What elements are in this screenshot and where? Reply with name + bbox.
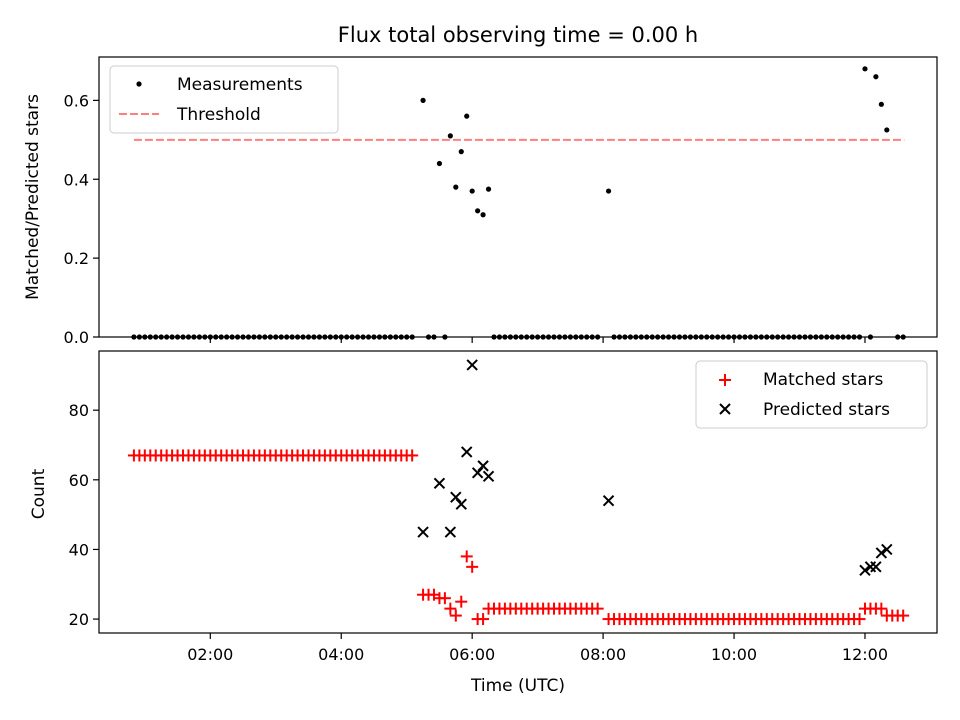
count-x-tick-label: 10:00 xyxy=(711,645,757,664)
predicted-star-point xyxy=(417,526,429,538)
matched-star-points xyxy=(127,449,910,626)
predicted-star-point xyxy=(461,446,473,458)
measurement-point xyxy=(485,186,492,192)
matched-star-point xyxy=(591,602,604,615)
measurement-point xyxy=(469,188,475,194)
predicted-star-point xyxy=(433,477,446,490)
ratio-plot-frame xyxy=(98,56,938,338)
matched-star-point xyxy=(466,560,479,573)
matched-star-point xyxy=(455,595,468,608)
measurement-point xyxy=(862,66,868,72)
measurement-point xyxy=(464,113,470,119)
count-legend: Matched stars Predicted stars xyxy=(695,360,928,429)
count-x-ticks: 02:00 04:00 06:00 08:00 10:00 12:00 xyxy=(187,633,888,664)
measurement-point xyxy=(605,188,612,194)
measurement-point xyxy=(480,212,486,218)
ratio-x-ticks xyxy=(209,337,866,343)
predicted-star-point xyxy=(870,561,882,573)
predicted-star-point xyxy=(875,547,888,559)
predicted-star-point xyxy=(444,526,457,538)
ratio-y-tick-label: 0.6 xyxy=(64,91,89,110)
predicted-star-point xyxy=(477,460,489,472)
count-y-ticks: 20 40 60 80 xyxy=(69,401,99,629)
matched-star-point xyxy=(460,550,473,563)
matched-star-point xyxy=(406,449,419,462)
legend-predicted-marker xyxy=(719,403,731,415)
predicted-star-point xyxy=(455,498,467,510)
measurement-point xyxy=(436,160,443,167)
matched-star-point xyxy=(897,609,910,622)
count-plot-frame xyxy=(98,350,938,634)
measurement-point xyxy=(878,101,884,107)
y-axis-label-count: Count xyxy=(29,468,49,519)
predicted-star-point xyxy=(450,491,462,503)
matched-star-point xyxy=(438,592,451,605)
legend-matched-marker xyxy=(719,374,731,386)
ratio-y-ticks: 0.0 0.2 0.4 0.6 xyxy=(64,91,99,347)
matched-star-point xyxy=(853,613,866,626)
count-y-tick-label: 40 xyxy=(69,540,89,559)
ratio-y-tick-label: 0.4 xyxy=(64,170,89,189)
legend-measurements-marker xyxy=(136,81,142,87)
predicted-star-point xyxy=(859,564,871,577)
measurement-point xyxy=(475,208,481,214)
predicted-star-point xyxy=(482,470,495,483)
chart-title: Flux total observing time = 0.00 h xyxy=(338,23,698,47)
ratio-y-tick-label: 0.0 xyxy=(64,328,89,347)
count-legend-box xyxy=(695,360,928,429)
ratio-y-tick-label: 0.2 xyxy=(64,249,89,268)
predicted-star-point xyxy=(881,543,893,556)
matched-star-point xyxy=(444,602,457,615)
measurement-point xyxy=(873,74,879,80)
count-y-tick-label: 80 xyxy=(69,401,89,420)
y-axis-label-ratio: Matched/Predicted stars xyxy=(23,94,43,300)
count-y-tick-label: 60 xyxy=(69,471,89,490)
count-x-tick-label: 04:00 xyxy=(318,645,364,664)
ratio-legend-box xyxy=(109,65,339,134)
matched-star-point xyxy=(449,609,462,622)
x-axis-label: Time (UTC) xyxy=(470,676,565,696)
measurement-point xyxy=(884,127,890,133)
predicted-star-point xyxy=(466,359,478,371)
predicted-star-point xyxy=(471,467,484,479)
legend-matched-label: Matched stars xyxy=(763,370,883,390)
count-x-tick-label: 06:00 xyxy=(449,645,495,664)
ratio-legend: Measurements Threshold xyxy=(109,65,339,134)
predicted-star-points xyxy=(417,359,893,577)
count-x-tick-label: 02:00 xyxy=(187,645,233,664)
legend-predicted-label: Predicted stars xyxy=(763,400,890,420)
ratio-panel: Flux total observing time = 0.00 h Match… xyxy=(23,23,938,347)
legend-measurements-label: Measurements xyxy=(177,75,303,95)
count-x-tick-label: 08:00 xyxy=(580,645,626,664)
measurement-point xyxy=(453,184,459,190)
count-y-tick-label: 20 xyxy=(69,610,89,629)
count-panel: Count Time (UTC) 20 40 60 80 02:00 04:00 06:0… xyxy=(29,350,938,696)
measurement-point xyxy=(420,97,426,103)
count-x-tick-label: 12:00 xyxy=(842,645,888,664)
matched-star-point xyxy=(477,613,490,626)
matched-star-point xyxy=(875,602,888,615)
measurement-point xyxy=(458,149,464,155)
predicted-star-point xyxy=(602,494,615,507)
legend-threshold-label: Threshold xyxy=(176,105,261,125)
measurement-point xyxy=(447,133,453,139)
